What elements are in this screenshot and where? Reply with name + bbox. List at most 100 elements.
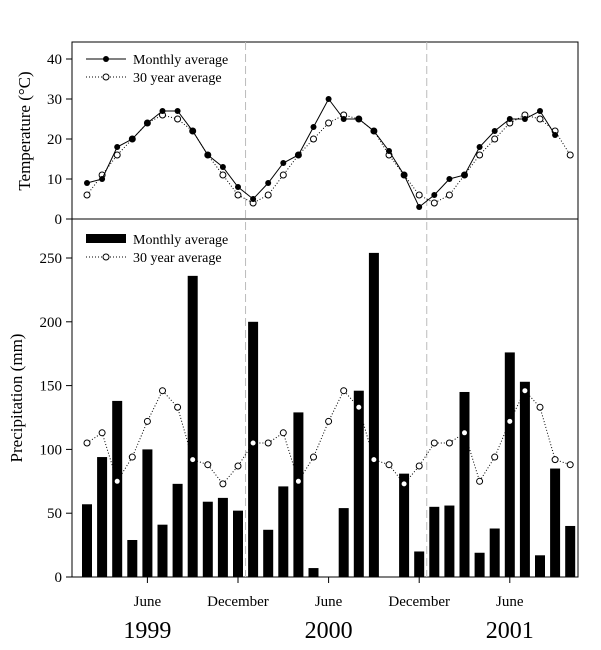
precipitation-bar-2 (112, 400, 123, 577)
precipitation-normal-point-22 (415, 462, 423, 470)
x-month-label-1: December (207, 594, 269, 610)
precipitation-bar-18 (353, 390, 364, 577)
precipitation-bar-3 (127, 539, 138, 577)
precipitation-normal-point-16 (325, 417, 333, 425)
temperature-normal-point-22 (415, 191, 423, 199)
temperature-monthly-point-27 (491, 128, 498, 134)
temperature-normal-point-12 (264, 191, 272, 199)
temperature-monthly-point-29 (521, 116, 528, 122)
precipitation-bar-31 (550, 468, 561, 577)
precipitation-bar-13 (278, 486, 289, 577)
precipitation-bar-4 (142, 449, 153, 577)
precipitation-bar-27 (489, 528, 500, 577)
precipitation-normal-point-0 (83, 439, 91, 447)
temperature-normal-point-13 (279, 171, 287, 179)
temperature-monthly-line (86, 98, 556, 208)
temperature-normal-point-9 (219, 171, 227, 179)
precipitation-normal-point-13 (279, 429, 287, 437)
temperature-monthly-point-23 (431, 192, 438, 198)
x-axis-ticks (146, 577, 511, 583)
temperature-monthly-point-0 (84, 180, 90, 186)
precipitation-normal-point-3 (128, 453, 136, 461)
precipitation-bar-19 (368, 252, 379, 577)
precipitation-bar-14 (293, 412, 304, 577)
temperature-legend-monthly: Monthly average (133, 53, 228, 68)
precipitation-normal-point-28 (506, 417, 514, 425)
temperature-monthly-point-7 (189, 128, 196, 134)
precipitation-bar-0 (82, 504, 92, 577)
precipitation-legend-normal: 30 year average (133, 251, 222, 266)
temperature-monthly-point-30 (537, 108, 543, 114)
precipitation-bar-10 (233, 510, 243, 577)
temperature-normal-point-6 (174, 115, 182, 123)
temperature-monthly-point-9 (219, 164, 226, 170)
x-month-label-4: June (496, 594, 524, 610)
temperature-normal-line (86, 114, 571, 204)
temperature-monthly-point-3 (129, 136, 136, 142)
temperature-tick-label-30: 30 (47, 92, 62, 108)
temperature-monthly-point-4 (144, 120, 151, 126)
precipitation-normal-point-27 (491, 453, 499, 461)
temperature-normal-point-10 (234, 191, 242, 199)
legend-filled-circle-icon (103, 56, 109, 62)
temperature-monthly-point-24 (446, 176, 453, 182)
precipitation-normal-point-10 (234, 462, 242, 470)
precipitation-plot-frame (71, 218, 579, 578)
precipitation-normal-point-18 (355, 403, 363, 411)
temperature-tick-label-10: 10 (47, 172, 62, 188)
legend-open-circle-icon (102, 73, 110, 81)
precipitation-normal-point-11 (249, 439, 257, 447)
precipitation-normal-point-2 (113, 477, 121, 485)
precipitation-normal-point-26 (476, 477, 484, 485)
precipitation-normal-point-1 (98, 429, 106, 437)
precipitation-normal-point-20 (385, 461, 393, 469)
precipitation-bar-11 (248, 321, 259, 577)
precipitation-bar-29 (519, 381, 530, 577)
temperature-monthly-point-18 (355, 116, 362, 122)
temperature-monthly-series (84, 96, 559, 210)
temperature-normal-point-0 (83, 191, 91, 199)
temperature-monthly-point-8 (204, 152, 211, 158)
precipitation-bar-23 (429, 506, 440, 577)
precipitation-bar-8 (202, 501, 213, 577)
precipitation-bar-6 (172, 483, 183, 577)
temperature-monthly-point-26 (476, 144, 483, 150)
temperature-monthly-point-1 (99, 176, 106, 182)
precipitation-bar-5 (157, 524, 168, 577)
legend-open-circle-icon (102, 253, 110, 261)
temperature-monthly-point-21 (401, 172, 408, 178)
x-year-label-2: 2001 (486, 618, 534, 644)
temperature-normal-point-24 (445, 191, 453, 199)
precipitation-normal-point-19 (370, 456, 378, 464)
precipitation-y-axis: 0 50 100 150 200 250 (40, 251, 72, 586)
precipitation-tick-label-250: 250 (40, 251, 63, 267)
precipitation-bar-12 (263, 529, 274, 577)
x-axis-labels: June December June December June 1999 2000 2001 (123, 594, 533, 644)
precipitation-bar-17 (338, 508, 349, 577)
temperature-monthly-point-14 (295, 152, 302, 158)
precipitation-axis-title: Precipitation (mm) (7, 334, 26, 463)
precipitation-bar-30 (535, 555, 545, 577)
precipitation-tick-label-200: 200 (40, 315, 63, 331)
precipitation-bar-22 (414, 551, 425, 577)
x-month-label-0: June (134, 594, 162, 610)
temperature-monthly-point-11 (250, 196, 257, 202)
temperature-monthly-point-12 (265, 180, 272, 186)
precipitation-bar-25 (459, 391, 470, 577)
precipitation-normal-point-25 (461, 429, 468, 437)
precipitation-normal-point-9 (219, 480, 227, 488)
temperature-monthly-point-5 (159, 108, 166, 114)
precipitation-normal-point-23 (430, 439, 438, 447)
precipitation-bar-9 (217, 497, 228, 577)
temperature-monthly-point-16 (325, 96, 332, 102)
precipitation-bar-28 (504, 352, 515, 577)
temperature-monthly-point-19 (370, 128, 377, 134)
precipitation-normal-point-29 (521, 387, 529, 395)
temperature-monthly-point-15 (310, 124, 317, 130)
precipitation-normal-point-15 (310, 453, 317, 461)
precipitation-bar-26 (474, 552, 485, 577)
temperature-normal-point-27 (491, 135, 499, 143)
x-year-label-0: 1999 (123, 618, 171, 644)
temperature-legend: Monthly average 30 year average (86, 53, 228, 86)
temperature-monthly-point-13 (280, 160, 287, 166)
